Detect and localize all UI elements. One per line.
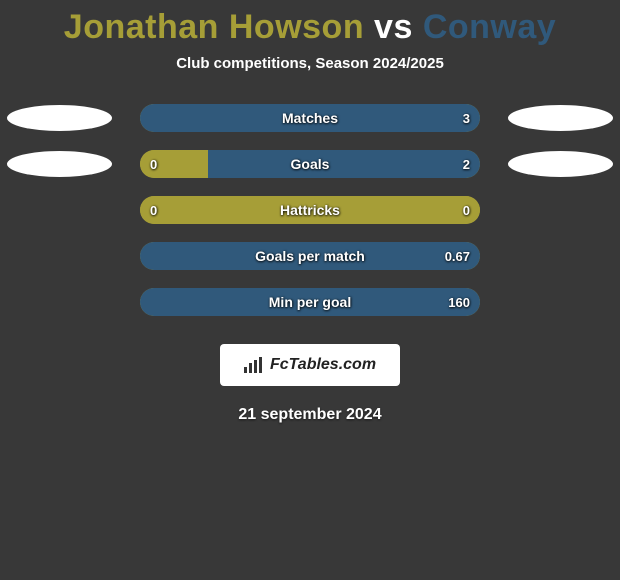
stats-area: Matches3 Goals02 Hattricks00 Goals per matc… — [7, 104, 613, 334]
bar-fill-player2 — [140, 288, 480, 316]
bar-fill-player2 — [208, 150, 480, 178]
stat-bar: Min per goal160 — [140, 288, 480, 316]
brand-badge: FcTables.com — [220, 344, 400, 386]
stat-row: Min per goal160 — [7, 288, 613, 316]
stat-bar: Goals per match0.67 — [140, 242, 480, 270]
title-player2: Conway — [423, 8, 556, 46]
player2-avatar — [508, 151, 613, 177]
title-vs: vs — [374, 8, 413, 46]
bar-fill-player2 — [140, 104, 480, 132]
subtitle: Club competitions, Season 2024/2025 — [176, 55, 444, 72]
stat-bar: Goals02 — [140, 150, 480, 178]
player2-avatar — [508, 105, 613, 131]
page-title: Jonathan Howson vs Conway — [64, 8, 556, 47]
bar-fill-player1 — [140, 196, 480, 224]
footer-date: 21 september 2024 — [238, 406, 381, 424]
bar-fill-player1 — [140, 150, 208, 178]
stat-bar: Hattricks00 — [140, 196, 480, 224]
stat-row: Goals02 — [7, 150, 613, 178]
stat-row: Hattricks00 — [7, 196, 613, 224]
bar-fill-player2 — [140, 242, 480, 270]
stat-row: Matches3 — [7, 104, 613, 132]
comparison-chart: Jonathan Howson vs Conway Club competiti… — [0, 0, 620, 424]
player1-avatar — [7, 151, 112, 177]
stat-row: Goals per match0.67 — [7, 242, 613, 270]
bars-icon — [244, 357, 264, 373]
player1-avatar — [7, 105, 112, 131]
brand-text: FcTables.com — [270, 356, 376, 374]
title-player1: Jonathan Howson — [64, 8, 364, 46]
stat-bar: Matches3 — [140, 104, 480, 132]
